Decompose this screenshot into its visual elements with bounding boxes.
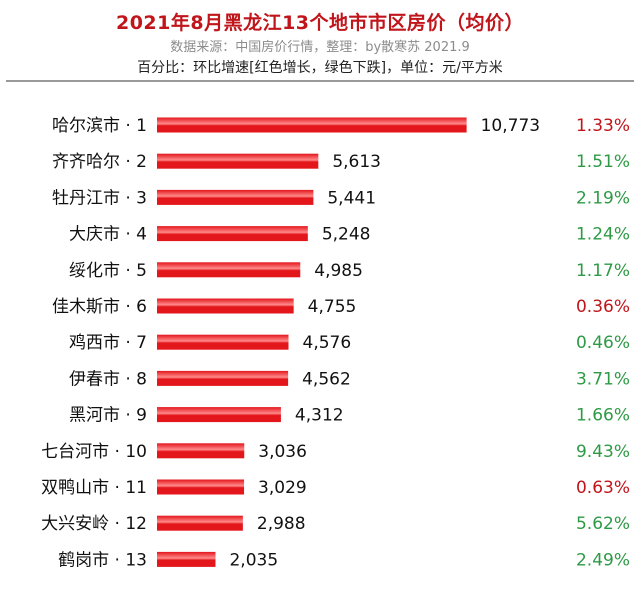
bar-row: 双鸭山市 · 11 3,029 0.63% [41,478,630,498]
bar [157,262,301,278]
category-label: 佳木斯市 · 6 [52,297,147,317]
bar-row: 哈尔滨市 · 1 10,773 1.33% [52,116,630,136]
mom-change-label: 2.19% [576,188,630,208]
mom-change-label: 1.66% [576,406,630,426]
bar-row: 牡丹江市 · 3 5,441 2.19% [52,188,630,208]
value-label: 2,035 [229,550,278,570]
mom-change-label: 1.24% [576,225,630,245]
category-label: 黑河市 · 9 [69,406,147,426]
mom-change-label: 2.49% [576,550,630,570]
mom-change-label: 1.33% [576,116,630,136]
value-label: 5,441 [327,188,376,208]
category-label: 牡丹江市 · 3 [52,188,147,208]
value-label: 3,036 [258,442,307,462]
value-label: 4,985 [314,261,363,281]
mom-change-label: 1.17% [576,261,630,281]
chart-source: 数据来源：中国房价行情，整理：by散寒苏 2021.9 [170,40,470,55]
bar [157,334,289,350]
bar-row: 七台河市 · 10 3,036 9.43% [41,442,630,462]
category-label: 绥化市 · 5 [69,261,147,281]
value-label: 4,755 [308,297,357,317]
category-label: 齐齐哈尔 · 2 [52,152,147,172]
bar-row: 鹤岗市 · 13 2,035 2.49% [58,550,630,570]
mom-change-label: 0.36% [576,297,630,317]
category-label: 鸡西市 · 7 [69,333,147,353]
value-label: 3,029 [258,478,307,498]
bar-row: 大庆市 · 4 5,248 1.24% [69,225,630,245]
value-label: 10,773 [481,116,540,136]
category-label: 鹤岗市 · 13 [58,550,147,570]
category-label: 伊春市 · 8 [69,369,147,389]
bar [157,370,289,386]
bar-row: 齐齐哈尔 · 2 5,613 1.51% [52,152,630,172]
bar [157,479,245,495]
category-label: 双鸭山市 · 11 [41,478,147,498]
value-label: 5,248 [322,225,371,245]
value-label: 4,576 [303,333,352,353]
bar [157,298,294,314]
bar [157,153,319,169]
category-label: 七台河市 · 10 [41,442,147,462]
bar-row: 鸡西市 · 7 4,576 0.46% [69,333,630,353]
mom-change-label: 1.51% [576,152,630,172]
value-label: 4,562 [302,369,351,389]
bar-row: 大兴安岭 · 12 2,988 5.62% [41,514,630,534]
header-divider [6,80,634,82]
mom-change-label: 9.43% [576,442,630,462]
bar-row: 绥化市 · 5 4,985 1.17% [69,261,630,281]
mom-change-label: 0.46% [576,333,630,353]
mom-change-label: 0.63% [576,478,630,498]
bar-row: 黑河市 · 9 4,312 1.66% [69,406,630,426]
bar [157,551,216,567]
value-label: 2,988 [257,514,306,534]
category-label: 大庆市 · 4 [69,225,147,245]
bar-row: 佳木斯市 · 6 4,755 0.36% [52,297,630,317]
bar [157,407,281,423]
value-label: 5,613 [332,152,381,172]
mom-change-label: 3.71% [576,369,630,389]
chart-title: 2021年8月黑龙江13个地市市区房价（均价） [115,12,525,34]
bar [157,189,314,205]
chart-note: 百分比：环比增速[红色增长，绿色下跌]，单位：元/平方米 [137,60,503,76]
bar [157,226,308,242]
category-label: 哈尔滨市 · 1 [52,116,147,136]
bar [157,443,245,459]
category-label: 大兴安岭 · 12 [41,514,147,534]
bar [157,117,467,133]
mom-change-label: 5.62% [576,514,630,534]
value-label: 4,312 [295,406,344,426]
bar-row: 伊春市 · 8 4,562 3.71% [69,369,630,389]
bar [157,515,243,531]
